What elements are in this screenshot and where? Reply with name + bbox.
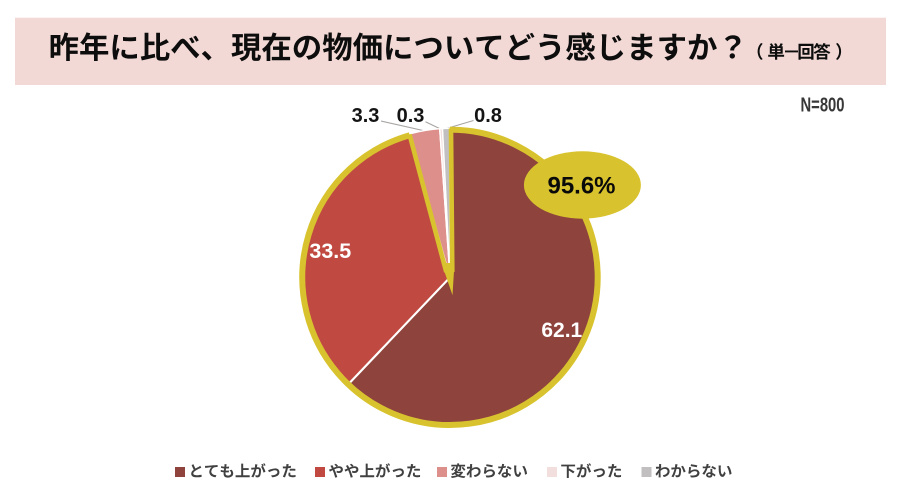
svg-text:3.3: 3.3 [352, 105, 380, 127]
svg-text:N=800: N=800 [801, 95, 845, 117]
svg-text:0.8: 0.8 [474, 105, 502, 127]
svg-text:95.6%: 95.6% [547, 173, 615, 200]
svg-text:0.3: 0.3 [397, 105, 425, 127]
svg-text:62.1: 62.1 [541, 319, 582, 342]
svg-text:33.5: 33.5 [309, 239, 351, 263]
